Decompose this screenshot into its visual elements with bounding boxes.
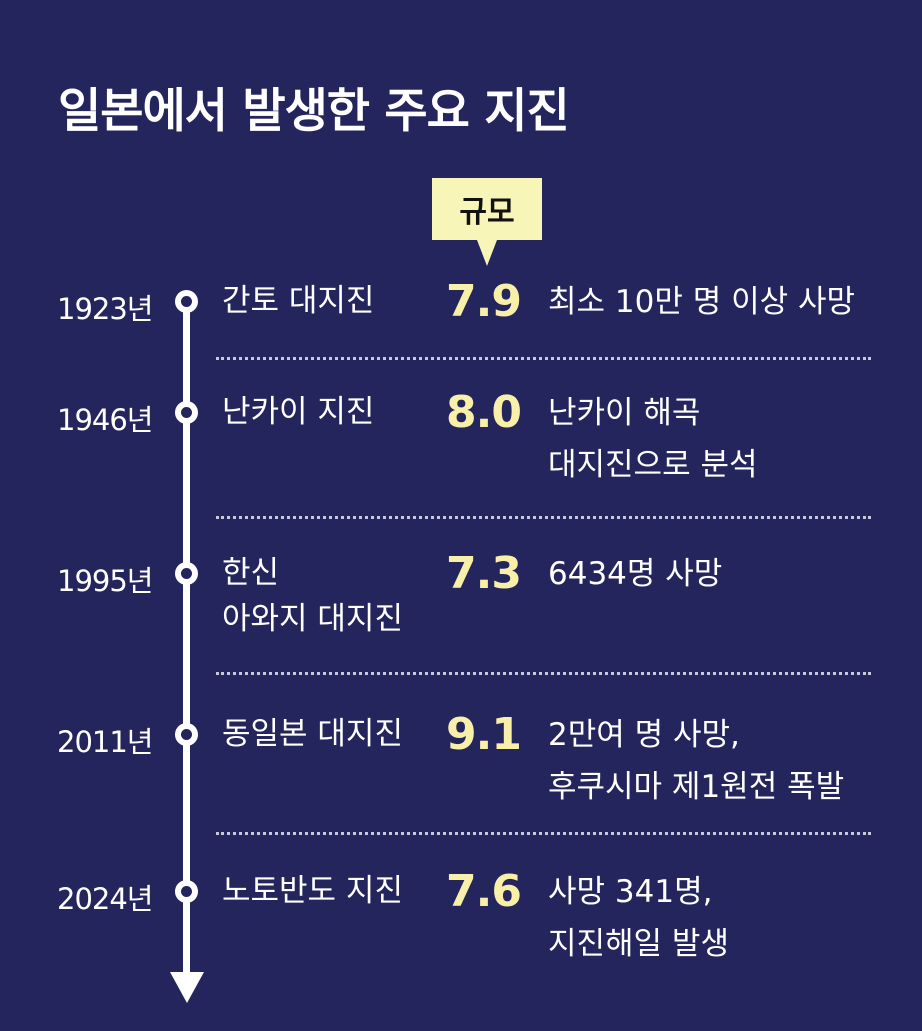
timeline-dot: [175, 290, 198, 313]
event-name: 노토반도 지진: [222, 868, 403, 914]
event-description-line: 후쿠시마 제1원전 폭발: [548, 769, 845, 805]
event-description: 6434명 사망: [548, 548, 722, 600]
timeline-dot: [175, 880, 198, 903]
divider: [216, 672, 871, 675]
event-name: 한신 아와지 대지진: [222, 550, 403, 642]
timeline-arrow-icon: [170, 972, 204, 1003]
event-name-line: 한신: [222, 555, 280, 591]
timeline-dot: [175, 401, 198, 424]
event-year: 1923년: [57, 292, 153, 326]
event-description: 사망 341명, 지진해일 발생: [548, 866, 729, 970]
event-description: 최소 10만 명 이상 사망: [548, 276, 855, 328]
event-description: 난카이 해곡 대지진으로 분석: [548, 387, 758, 491]
event-name-line: 동일본 대지진: [222, 716, 403, 752]
event-name-line: 간토 대지진: [222, 283, 375, 319]
event-name-line: 난카이 지진: [222, 394, 375, 430]
event-year: 2011년: [57, 725, 153, 759]
event-description-line: 대지진으로 분석: [548, 447, 758, 483]
badge-pointer: [477, 240, 497, 266]
event-name: 난카이 지진: [222, 389, 374, 435]
event-name: 동일본 대지진: [222, 711, 403, 757]
event-description-line: 6434명 사망: [548, 556, 723, 592]
divider: [216, 832, 871, 835]
event-description-line: 2만여 명 사망,: [548, 717, 740, 753]
event-year: 2024년: [57, 882, 153, 916]
magnitude-label: 규모: [459, 195, 515, 230]
timeline-line: [183, 300, 190, 980]
magnitude-label-badge: 규모: [432, 178, 542, 240]
event-year: 1995년: [57, 564, 153, 598]
event-magnitude: 7.3: [446, 548, 522, 599]
page-title: 일본에서 발생한 주요 지진: [58, 84, 570, 139]
divider: [216, 357, 871, 360]
event-name-line: 아와지 대지진: [222, 601, 403, 637]
event-description-line: 난카이 해곡: [548, 395, 701, 431]
event-magnitude: 8.0: [446, 387, 522, 438]
timeline-dot: [175, 723, 198, 746]
event-description-line: 최소 10만 명 이상 사망: [548, 284, 856, 320]
event-magnitude: 7.6: [446, 866, 522, 917]
timeline-dot: [175, 562, 198, 585]
event-magnitude: 9.1: [446, 709, 522, 760]
event-year: 1946년: [57, 403, 153, 437]
event-description: 2만여 명 사망, 후쿠시마 제1원전 폭발: [548, 709, 844, 813]
event-name-line: 노토반도 지진: [222, 873, 403, 909]
divider: [216, 516, 871, 519]
event-magnitude: 7.9: [446, 276, 522, 327]
event-description-line: 지진해일 발생: [548, 926, 729, 962]
event-description-line: 사망 341명,: [548, 874, 713, 910]
event-name: 간토 대지진: [222, 278, 374, 324]
